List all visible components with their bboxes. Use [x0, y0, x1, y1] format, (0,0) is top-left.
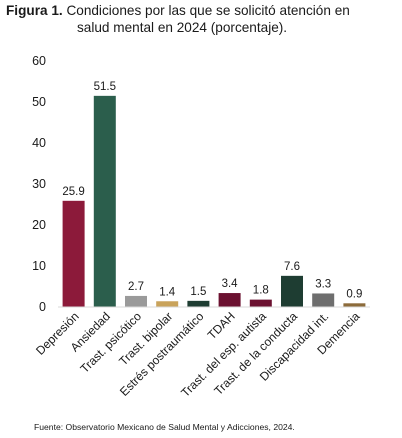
- y-tick-label: 0: [39, 300, 46, 314]
- source-note: Fuente: Observatorio Mexicano de Salud M…: [34, 422, 295, 432]
- bar-value-label: 2.7: [128, 281, 144, 293]
- value-labels-group: 25.9 51.5 2.7 1.4 1.5 3.4 1.8 7.6 3.3 0.9: [62, 81, 362, 300]
- y-axis: 0 10 20 30 40 50 60: [32, 54, 46, 314]
- bar-2: [125, 295, 147, 307]
- bar-4: [187, 300, 210, 307]
- bar-6: [249, 299, 272, 307]
- y-tick-label: 50: [32, 95, 46, 109]
- bar-value-label: 3.3: [315, 278, 331, 290]
- bars-group: [62, 95, 366, 307]
- y-tick-label: 60: [32, 54, 46, 68]
- bar-value-label: 1.4: [159, 286, 176, 298]
- figure-caption-line2: salud mental en 2024 (porcentaje).: [77, 20, 288, 35]
- y-tick-label: 10: [32, 259, 46, 273]
- bar-5: [218, 293, 241, 307]
- figure-label: Figura 1.: [6, 3, 63, 18]
- figure-title: Figura 1. Condiciones por las que se sol…: [6, 2, 400, 36]
- figure-caption-line1: Condiciones por las que se solicitó aten…: [66, 3, 350, 18]
- bar-3: [156, 301, 179, 307]
- bar-9: [343, 303, 366, 307]
- y-tick-label: 30: [32, 177, 46, 191]
- y-tick-label: 40: [32, 136, 46, 150]
- bar-8: [312, 293, 335, 307]
- bar-value-label: 1.8: [253, 285, 269, 297]
- bar-value-label: 1.5: [190, 286, 206, 298]
- bar-1: [93, 95, 116, 307]
- y-tick-label: 20: [32, 218, 46, 232]
- bar-7: [281, 275, 303, 307]
- bar-value-label: 25.9: [62, 186, 84, 198]
- bar-value-label: 7.6: [284, 261, 300, 273]
- bar-value-label: 0.9: [346, 288, 362, 300]
- bar-value-label: 51.5: [94, 81, 116, 93]
- bar-0: [62, 200, 85, 307]
- bar-value-label: 3.4: [222, 278, 239, 290]
